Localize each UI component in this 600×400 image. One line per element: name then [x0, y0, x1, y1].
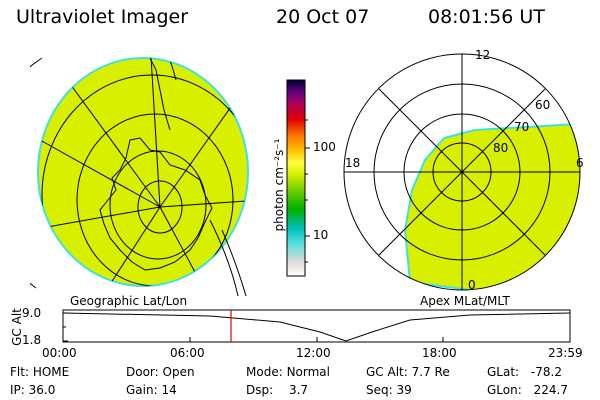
mode-status: Mode: Normal	[246, 365, 330, 379]
gcalt-value: 7.7 Re	[411, 365, 450, 379]
instrument-title: Ultraviolet Imager	[16, 6, 189, 28]
mlt-label-6: 6	[576, 156, 584, 170]
geo-panel-label: Geographic Lat/Lon	[70, 294, 188, 308]
filter-status: Flt: HOME	[10, 365, 69, 379]
mode-value: Normal	[286, 365, 330, 379]
mlat-label-60: 60	[535, 98, 551, 112]
dsp-label: Dsp:	[246, 383, 274, 397]
ip-status: IP: 36.0	[10, 383, 55, 397]
ip-label: IP:	[10, 383, 25, 397]
mlt-label-12: 12	[475, 48, 491, 62]
alt-ytick-low: 1.8	[22, 333, 42, 347]
mlt-label-0: 0	[468, 278, 476, 292]
door-status: Door: Open	[126, 365, 195, 379]
mlat-label-70: 70	[514, 120, 530, 134]
ip-value: 36.0	[28, 383, 56, 397]
alt-xtick-0: 00:00	[42, 346, 77, 360]
alt-xtick-2: 12:00	[296, 346, 331, 360]
polar-panel-label: Apex MLat/MLT	[420, 294, 510, 308]
alt-xtick-4: 23:59	[548, 346, 583, 360]
seq-label: Seq:	[366, 383, 393, 397]
alt-xtick-1: 06:00	[170, 346, 205, 360]
glon-status: GLon: 224.7	[487, 383, 568, 397]
image-time: 08:01:56 UT	[428, 6, 545, 28]
colorbar-tick-100: 100	[313, 140, 336, 154]
polar-image-blob	[403, 122, 580, 290]
seq-value: 39	[396, 383, 412, 397]
gain-status: Gain: 14	[126, 383, 177, 397]
colorbar-tick-10: 10	[313, 228, 329, 242]
filter-label: Flt:	[10, 365, 29, 379]
image-date: 20 Oct 07	[276, 6, 370, 28]
glat-label: GLat:	[487, 365, 520, 379]
seq-status: Seq: 39	[366, 383, 412, 397]
alt-ytick-high: 9.0	[22, 306, 42, 320]
altitude-plot	[62, 309, 571, 343]
filter-value: HOME	[32, 365, 70, 379]
geo-map-panel	[30, 57, 249, 296]
glat-status: GLat: -78.2	[487, 365, 562, 379]
alt-xtick-3: 18:00	[422, 346, 457, 360]
gcalt-status: GC Alt: 7.7 Re	[366, 365, 450, 379]
mlat-label-80: 80	[493, 141, 509, 155]
glon-label: GLon:	[487, 383, 522, 397]
door-value: Open	[162, 365, 195, 379]
mode-label: Mode:	[246, 365, 283, 379]
glat-value: -78.2	[530, 365, 562, 379]
dsp-status: Dsp: 3.7	[246, 383, 308, 397]
colorbar-unit-label: photon cm⁻²s⁻¹	[272, 138, 286, 232]
door-label: Door:	[126, 365, 159, 379]
polar-mlt-panel	[343, 53, 581, 291]
glon-value: 224.7	[533, 383, 568, 397]
dsp-value: 3.7	[288, 383, 309, 397]
geo-image-blob	[37, 57, 249, 287]
colorbar	[286, 79, 310, 277]
gcalt-label: GC Alt:	[366, 365, 408, 379]
gain-value: 14	[161, 383, 177, 397]
gain-label: Gain:	[126, 383, 158, 397]
mlt-label-18: 18	[345, 156, 361, 170]
